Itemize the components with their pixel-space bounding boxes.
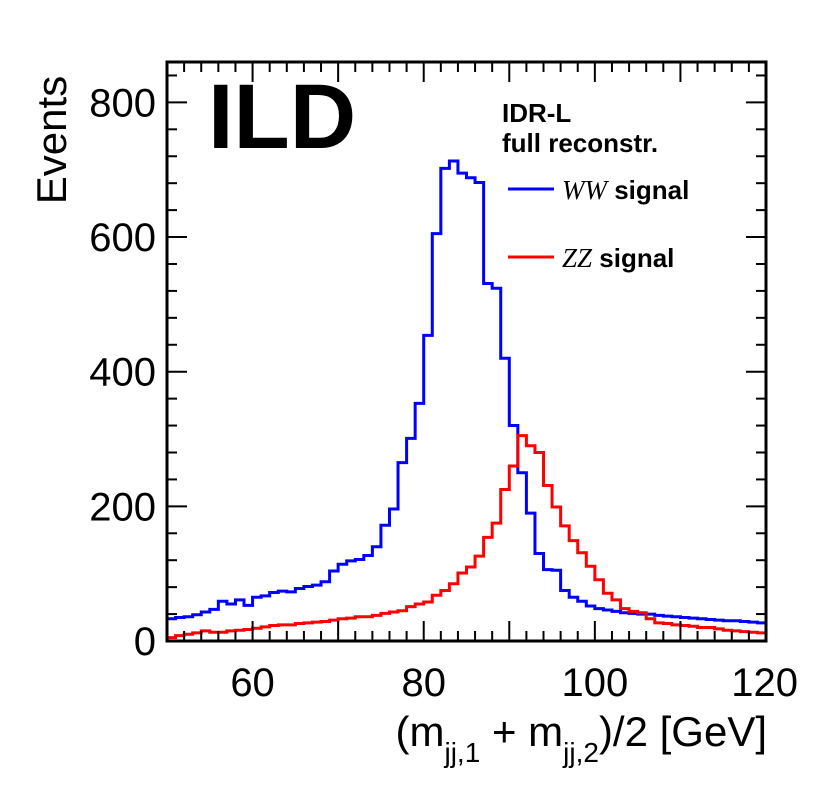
series-line-ww-signal bbox=[167, 159, 766, 625]
y-tick-label: 0 bbox=[134, 620, 156, 664]
experiment-label: ILD bbox=[208, 66, 356, 168]
x-axis-title-sub1: jj,1 bbox=[443, 737, 480, 768]
x-tick-label: 100 bbox=[561, 661, 628, 705]
x-axis-title: (mjj,1 + mjj,2)/2 [GeV] bbox=[396, 708, 768, 768]
legend-entry-ww: WW signal bbox=[562, 175, 689, 205]
y-tick-label: 600 bbox=[89, 216, 156, 260]
x-axis-title-plus: + m bbox=[480, 708, 563, 755]
legend-italic-ww: WW bbox=[562, 175, 609, 205]
legend: WW signal ZZ signal bbox=[508, 175, 689, 273]
x-axis-title-open: (m bbox=[396, 708, 445, 755]
x-tick-label: 120 bbox=[731, 661, 798, 705]
series-line-zz-signal bbox=[167, 434, 766, 640]
legend-italic-zz: ZZ bbox=[562, 243, 593, 273]
info-line-1: IDR-L bbox=[502, 98, 571, 128]
y-tick-label: 800 bbox=[89, 81, 156, 125]
x-axis-title-sub2: jj,2 bbox=[562, 737, 599, 768]
y-tick-label: 200 bbox=[89, 485, 156, 529]
info-line-2: full reconstr. bbox=[502, 128, 658, 158]
legend-text-zz: signal bbox=[592, 243, 674, 273]
histogram-curves bbox=[167, 159, 766, 640]
axis-tick-labels: 60 80 100 120 0 200 400 600 800 bbox=[89, 81, 798, 705]
legend-entry-zz: ZZ signal bbox=[562, 243, 674, 273]
axis-ticks bbox=[166, 62, 767, 642]
x-tick-label: 60 bbox=[230, 661, 275, 705]
plot-frame bbox=[165, 60, 768, 643]
y-tick-label: 400 bbox=[89, 351, 156, 395]
y-axis-title: Events bbox=[28, 76, 75, 204]
legend-text-ww: signal bbox=[607, 175, 689, 205]
x-axis-title-close: )/2 [GeV] bbox=[599, 708, 767, 755]
x-tick-label: 80 bbox=[401, 661, 446, 705]
